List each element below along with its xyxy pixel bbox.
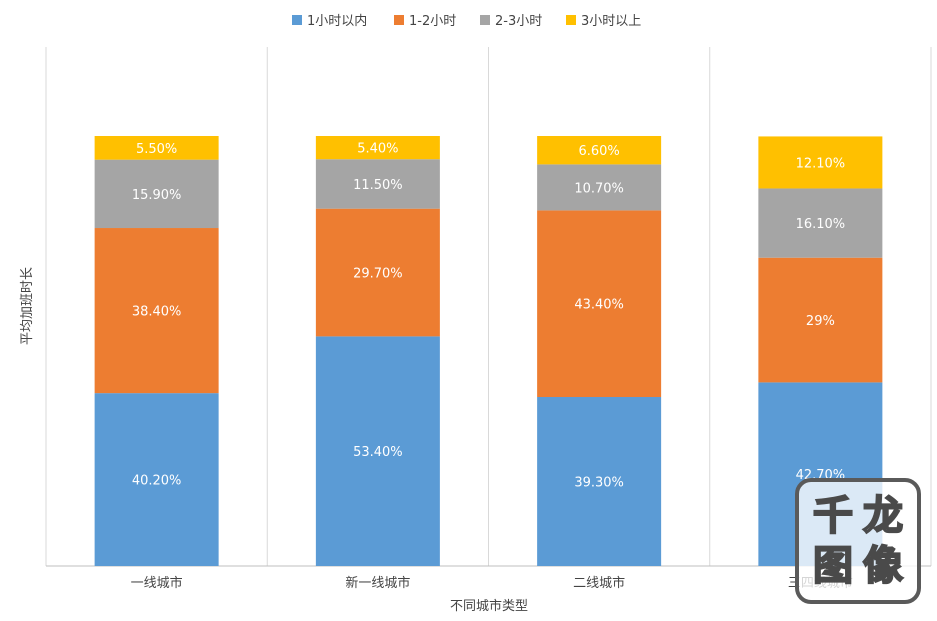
legend-label: 2-3小时 bbox=[495, 14, 542, 29]
x-tick-label: 二线城市 bbox=[573, 575, 625, 591]
data-label: 12.10% bbox=[796, 156, 846, 171]
bar-segment bbox=[758, 188, 883, 258]
x-axis-title: 不同城市类型 bbox=[450, 598, 528, 614]
data-label: 29.70% bbox=[353, 267, 403, 282]
x-tick-label: 一线城市 bbox=[131, 575, 183, 591]
x-tick-labels: 一线城市新一线城市二线城市三四线城市 bbox=[131, 575, 853, 591]
data-label: 38.40% bbox=[132, 305, 182, 320]
watermark-char: 千 bbox=[812, 492, 854, 540]
data-label: 53.40% bbox=[353, 445, 403, 460]
data-label: 16.10% bbox=[796, 217, 846, 232]
watermark-char: 像 bbox=[862, 542, 904, 590]
legend-swatch bbox=[480, 15, 490, 25]
x-tick-label: 新一线城市 bbox=[345, 575, 410, 591]
data-label: 40.20% bbox=[132, 474, 182, 489]
legend-label: 3小时以上 bbox=[581, 14, 641, 29]
bar-segment bbox=[537, 210, 662, 398]
legend: 1小时以内 1-2小时 2-3小时 3小时以上 bbox=[292, 13, 641, 29]
data-label: 10.70% bbox=[574, 181, 624, 196]
bar-segment bbox=[537, 397, 662, 566]
legend-swatch bbox=[394, 15, 404, 25]
bar-segment bbox=[94, 228, 219, 394]
y-axis-title: 平均加班时长 bbox=[20, 267, 35, 345]
data-label: 6.60% bbox=[578, 144, 619, 159]
bar-segment bbox=[315, 136, 440, 160]
bar-segment bbox=[758, 257, 883, 383]
legend-label: 1小时以内 bbox=[307, 13, 367, 29]
data-label: 5.50% bbox=[136, 142, 177, 157]
bar-segment bbox=[315, 336, 440, 566]
data-label: 43.40% bbox=[574, 298, 624, 313]
data-label: 29% bbox=[806, 314, 835, 329]
data-label: 39.30% bbox=[574, 476, 624, 491]
bar-segment bbox=[315, 208, 440, 337]
data-label: 11.50% bbox=[353, 178, 403, 193]
bar-segment bbox=[94, 393, 219, 566]
bar-segment bbox=[315, 159, 440, 209]
bar-segment bbox=[537, 136, 662, 165]
watermark-logo: 千 龙 图 像 bbox=[795, 478, 921, 604]
bar-segment bbox=[758, 136, 883, 189]
watermark-char: 龙 bbox=[862, 492, 904, 540]
watermark-char: 图 bbox=[812, 542, 854, 590]
data-label: 15.90% bbox=[132, 188, 182, 203]
legend-label: 1-2小时 bbox=[409, 14, 456, 29]
bar-segment bbox=[94, 136, 219, 160]
bar-segment bbox=[537, 164, 662, 211]
bar-segment bbox=[94, 159, 219, 229]
legend-swatch bbox=[292, 15, 302, 25]
data-label: 5.40% bbox=[357, 142, 398, 157]
legend-swatch bbox=[566, 15, 576, 25]
